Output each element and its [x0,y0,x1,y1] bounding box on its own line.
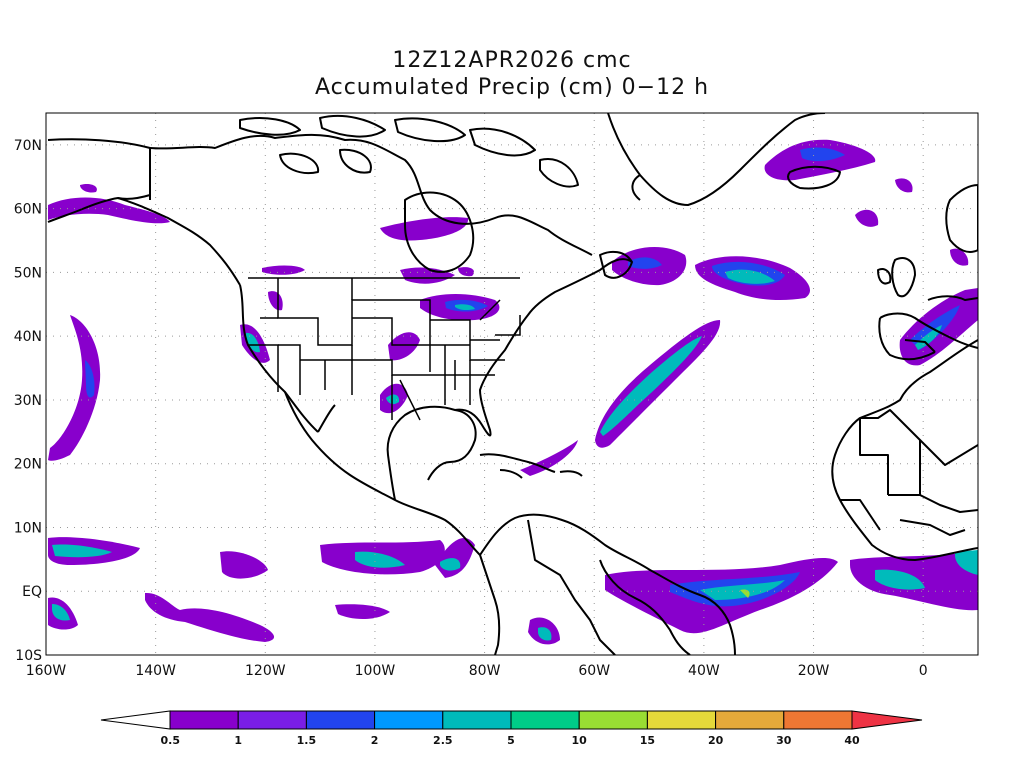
colorbar-box [169,710,239,730]
colorbar-label: 2.5 [433,734,453,747]
colorbar-box [237,710,307,730]
colorbar-label: 2 [371,734,379,747]
precip-area [262,265,305,275]
precip-area [220,551,268,579]
precip-area [458,267,475,277]
precip-area [455,304,475,311]
map-border [45,112,979,656]
lat-tick-label: 50N [14,265,42,281]
precip-area [48,315,101,461]
lat-tick-label: 10S [15,648,42,664]
precip-area [915,325,942,350]
lat-tick-label: 30N [14,393,42,409]
colorbar-box [305,710,376,730]
precip-area [600,336,702,436]
lon-tick-label: 40W [688,663,720,679]
lon-tick-label: 0 [919,663,928,679]
lat-tick-label: 10N [14,520,42,536]
precip-area [246,332,260,353]
precip-area [145,592,275,642]
precip-area [48,197,170,224]
precip-layer [48,139,978,645]
colorbar-low-triangle [100,710,171,730]
lat-tick-labels: 70N 60N 50N 40N 30N 20N 10N EQ 10S [14,138,42,664]
colorbar-box [374,710,444,730]
precip-area [388,332,420,361]
colorbar-label: 1 [234,734,242,747]
coastlines [47,113,978,655]
lon-tick-label: 140W [135,663,176,679]
colorbar-high-triangle [851,710,923,730]
lat-tick-label: EQ [22,584,42,600]
colorbar-label: 10 [572,734,588,747]
map-title-line2: Accumulated Precip (cm) 0−12 h [314,75,710,100]
lon-tick-label: 160W [26,663,67,679]
colorbar-box [578,710,648,730]
precip-area [800,147,845,162]
colorbar-box [715,710,785,730]
precip-area [380,217,469,241]
lon-tick-labels: 160W 140W 120W 100W 80W 60W 40W 20W 0 [26,663,928,679]
precip-area [52,544,112,558]
map-frame [46,113,978,655]
colorbar-label: 15 [640,734,655,747]
colorbar-box [510,710,580,730]
precip-area [268,291,283,311]
precip-area [725,269,775,284]
colorbar-box [646,710,717,730]
precip-area [955,550,978,575]
precip-area [85,360,95,398]
precip-area [52,604,70,621]
precip-area [875,569,925,590]
precip-area [355,551,405,568]
colorbar-label: 30 [776,734,792,747]
lat-tick-label: 40N [14,329,42,345]
colorbar-label: 0.5 [161,734,181,747]
lon-tick-label: 120W [245,663,286,679]
lon-tick-label: 60W [578,663,610,679]
precip-area [538,627,552,641]
lat-tick-label: 70N [14,138,42,154]
colorbar-box [783,710,853,730]
state-borders [248,277,521,421]
precip-area [950,248,969,266]
colorbar-box [442,710,512,730]
precip-area [855,209,879,227]
precip-area [895,178,913,193]
lon-tick-label: 100W [355,663,396,679]
colorbar-label: 5 [507,734,515,747]
precip-area [80,183,97,193]
colorbar-label: 1.5 [297,734,317,747]
precip-area [740,589,750,598]
precip-area [628,257,662,269]
precip-area [520,440,578,476]
precip-area [335,604,390,619]
lat-tick-label: 60N [14,202,42,218]
lat-tick-label: 20N [14,457,42,473]
precip-area [440,558,461,571]
colorbar-label: 40 [844,734,860,747]
lon-tick-label: 20W [798,663,830,679]
colorbar-label: 20 [708,734,724,747]
colorbar: 0.5 1 1.5 2 2.5 5 10 15 20 30 40 [100,710,923,747]
map-title-line1: 12Z12APR2026 cmc [392,48,632,73]
lon-tick-label: 80W [469,663,501,679]
